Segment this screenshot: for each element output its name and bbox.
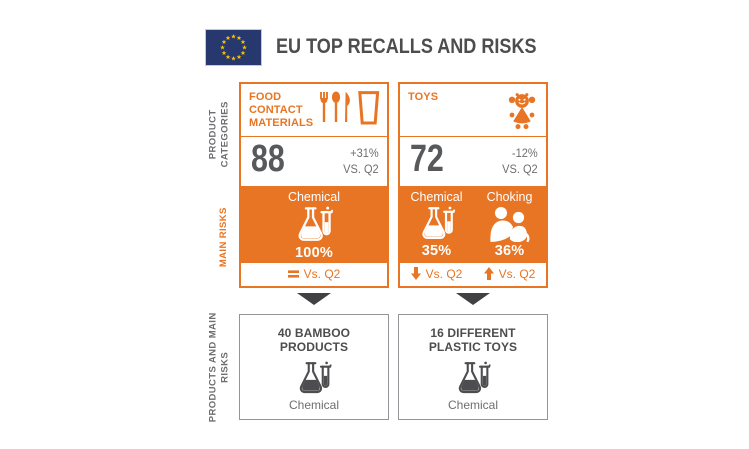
equals-icon bbox=[287, 269, 299, 278]
result-box-bamboo-products: 40 BAMBOO PRODUCTS Chemical bbox=[239, 314, 389, 420]
trend-bar: Vs. Q2 bbox=[241, 263, 387, 285]
recall-count: 72 bbox=[410, 138, 444, 180]
risk-chemical: Chemical 100% bbox=[287, 189, 341, 262]
result-title: 16 DIFFERENT PLASTIC TOYS bbox=[428, 326, 518, 355]
recall-count-section: 88 +31% VS. Q2 bbox=[241, 137, 387, 186]
trend-bar: Vs. Q2 Vs. Q2 bbox=[400, 263, 546, 285]
card-toys: TOYS 72 -12% bbox=[398, 82, 548, 288]
choking-icon bbox=[489, 207, 529, 243]
risk-chemical: Chemical 35% bbox=[410, 189, 463, 260]
risk-choking: Choking 36% bbox=[486, 189, 533, 260]
flask-icon bbox=[421, 206, 455, 240]
result-box-plastic-toys: 16 DIFFERENT PLASTIC TOYS Chemical bbox=[398, 314, 548, 420]
recall-delta: +31% VS. Q2 bbox=[343, 146, 379, 176]
trend-choking-up: Vs. Q2 bbox=[473, 267, 546, 281]
trend-equal: Vs. Q2 bbox=[241, 267, 387, 281]
trend-chemical-down: Vs. Q2 bbox=[400, 267, 473, 281]
label-product-categories: PRODUCT CATEGORIES bbox=[207, 101, 231, 168]
cutlery-and-glass-icon bbox=[320, 91, 380, 125]
recall-count-section: 72 -12% VS. Q2 bbox=[400, 137, 546, 186]
category-header: FOOD CONTACT MATERIALS bbox=[241, 84, 387, 137]
arrow-down-icon bbox=[410, 267, 421, 280]
label-main-risks: MAIN RISKS bbox=[217, 207, 229, 268]
recall-count: 88 bbox=[251, 138, 285, 180]
category-name: FOOD CONTACT MATERIALS bbox=[249, 91, 314, 129]
result-title: 40 BAMBOO PRODUCTS bbox=[277, 326, 351, 355]
page-title: EU TOP RECALLS AND RISKS bbox=[276, 35, 537, 58]
result-risk-label: Chemical bbox=[288, 397, 339, 412]
flask-icon bbox=[298, 206, 334, 242]
eu-flag-icon bbox=[205, 29, 262, 66]
arrow-up-icon bbox=[483, 267, 494, 280]
connector-arrow-icon bbox=[456, 293, 490, 305]
flask-icon bbox=[458, 361, 491, 393]
category-name: TOYS bbox=[408, 91, 439, 103]
recall-delta: -12% VS. Q2 bbox=[502, 146, 538, 176]
flask-icon bbox=[299, 361, 332, 393]
main-risks-section: Chemical 100% bbox=[241, 185, 387, 263]
doll-icon bbox=[508, 93, 536, 130]
card-food-contact-materials: FOOD CONTACT MATERIALS 88 +31% VS. Q2 bbox=[239, 82, 389, 288]
connector-arrow-icon bbox=[297, 293, 331, 305]
label-products-and-main-risks: PRODUCTS AND MAIN RISKS bbox=[207, 312, 231, 423]
category-header: TOYS bbox=[400, 84, 546, 137]
main-risks-section: Chemical 35% Chok bbox=[400, 185, 546, 263]
result-risk-label: Chemical bbox=[447, 397, 498, 412]
